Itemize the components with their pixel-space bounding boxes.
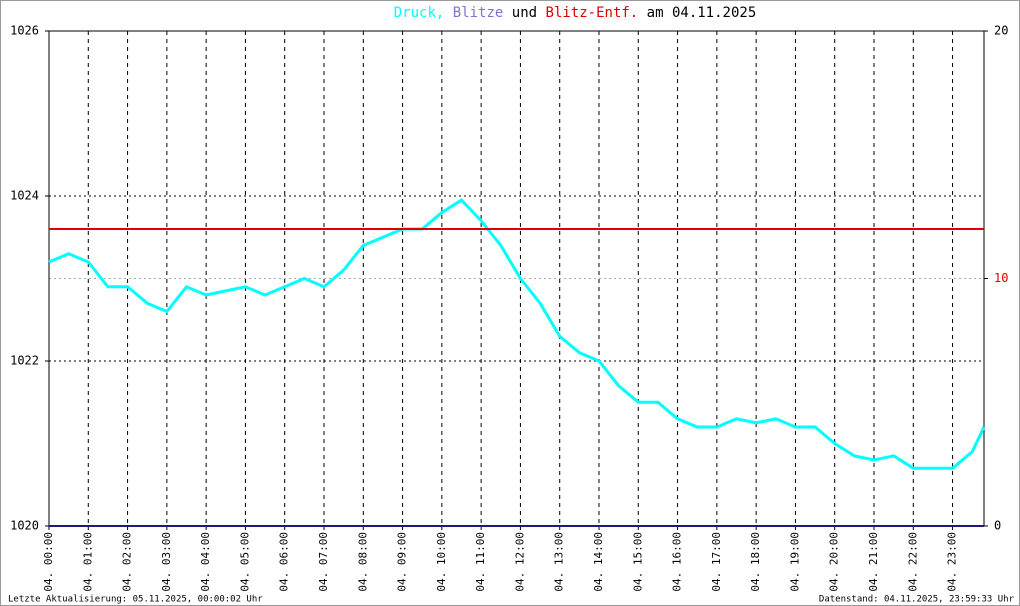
y-tick-label: 1020 [10, 519, 39, 533]
footer-left: Letzte Aktualisierung: 05.11.2025, 00:00… [8, 595, 263, 605]
x-tick-label: 04. 10:00 [435, 532, 448, 592]
x-tick-label: 04. 19:00 [788, 532, 801, 592]
x-tick-label: 04. 01:00 [81, 532, 94, 592]
chart-title: Druck, Blitze und Blitz-Entf. am 04.11.2… [394, 5, 757, 21]
x-tick-label: 04. 22:00 [906, 532, 919, 592]
x-tick-label: 04. 14:00 [592, 532, 605, 592]
x-tick-label: 04. 20:00 [828, 532, 841, 592]
x-tick-label: 04. 07:00 [317, 532, 330, 592]
x-tick-label: 04. 15:00 [631, 532, 644, 592]
x-tick-label: 04. 04:00 [199, 532, 212, 592]
x-tick-label: 04. 08:00 [356, 532, 369, 592]
x-tick-label: 04. 05:00 [238, 532, 251, 592]
x-tick-label: 04. 23:00 [946, 532, 959, 592]
x-tick-label: 04. 06:00 [278, 532, 291, 592]
title-part: Blitze [453, 5, 504, 21]
footer-right: Datenstand: 04.11.2025, 23:59:33 Uhr [819, 595, 1015, 605]
title-part: am 04.11.2025 [647, 5, 757, 21]
x-tick-label: 04. 12:00 [513, 532, 526, 592]
x-tick-label: 04. 09:00 [396, 532, 409, 592]
title-part: Druck, [394, 5, 445, 21]
y2-tick-label: 10 [994, 271, 1008, 285]
x-tick-label: 04. 02:00 [121, 532, 134, 592]
y2-tick-label: 20 [994, 24, 1008, 38]
x-tick-label: 04. 13:00 [553, 532, 566, 592]
x-tick-label: 04. 18:00 [749, 532, 762, 592]
x-tick-label: 04. 21:00 [867, 532, 880, 592]
y-tick-label: 1022 [10, 354, 39, 368]
x-tick-label: 04. 16:00 [671, 532, 684, 592]
series-line [48, 198, 986, 470]
title-part: und [512, 5, 537, 21]
y-tick-label: 1026 [10, 24, 39, 38]
x-tick-label: 04. 03:00 [160, 532, 173, 592]
y-tick-label: 1024 [10, 189, 39, 203]
y2-tick-label: 0 [994, 519, 1001, 533]
x-tick-label: 04. 17:00 [710, 532, 723, 592]
x-tick-label: 04. 00:00 [42, 532, 55, 592]
x-tick-label: 04. 11:00 [474, 532, 487, 592]
title-part: Blitz-Entf. [546, 5, 639, 21]
